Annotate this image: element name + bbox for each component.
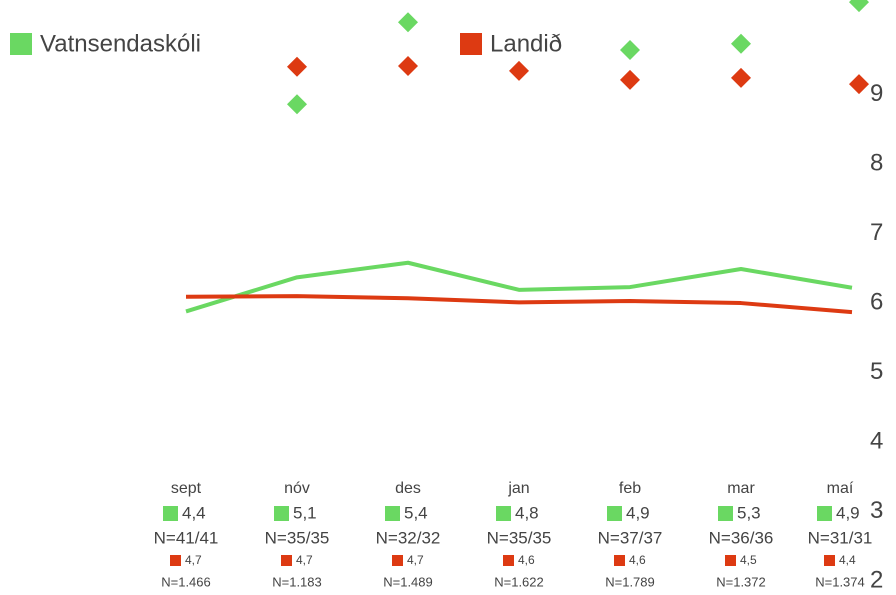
national-value: 4,5 [740,553,757,567]
y-tick-label: 6 [870,288,883,315]
national-swatch [725,555,736,566]
school-value: 5,1 [293,503,317,522]
national-swatch [392,555,403,566]
category-label: nóv [284,480,310,497]
school-swatch [817,506,832,521]
school-swatch [607,506,622,521]
y-tick-label: 8 [870,149,883,176]
school-swatch [274,506,289,521]
national-n: N=1.374 [815,574,865,589]
category-label: des [395,480,421,497]
national-value: 4,7 [296,553,313,567]
diamond-marker [287,56,307,77]
school-n: N=32/32 [376,528,441,547]
school-n: N=41/41 [154,528,219,547]
diamond-marker [398,56,418,77]
diamond-marker [620,40,640,61]
y-tick-label: 7 [870,219,883,246]
diamond-marker [287,94,307,115]
category-label: feb [619,480,641,497]
national-value: 4,7 [407,553,424,567]
y-tick-label: 2 [870,566,883,593]
legend-swatch [10,33,32,55]
diamond-marker [731,67,751,88]
category-label: maí [827,480,854,497]
school-n: N=35/35 [487,528,552,547]
national-value: 4,6 [518,553,535,567]
y-tick-label: 9 [870,80,883,107]
school-value: 4,9 [836,503,860,522]
national-n: N=1.183 [272,574,322,589]
category-label: mar [727,480,755,497]
school-swatch [163,506,178,521]
school-n: N=37/37 [598,528,663,547]
diamond-marker [620,69,640,90]
series-line [185,294,853,315]
y-tick-label: 3 [870,497,883,524]
diamond-marker [398,12,418,33]
diamond-marker [849,0,869,13]
diamond-marker [849,74,869,95]
national-swatch [503,555,514,566]
school-n: N=35/35 [265,528,330,547]
national-value: 4,6 [629,553,646,567]
category-label: sept [171,480,202,497]
diamond-marker [731,33,751,54]
diamond-marker [509,60,529,81]
school-value: 4,4 [182,503,206,522]
legend-label: Landið [490,30,562,57]
school-swatch [718,506,733,521]
national-n: N=1.622 [494,574,544,589]
category-label: jan [507,480,529,497]
national-swatch [281,555,292,566]
legend-label: Vatnsendaskóli [40,30,201,57]
national-n: N=1.372 [716,574,766,589]
school-value: 5,3 [737,503,761,522]
y-tick-label: 4 [870,427,883,454]
y-tick-label: 5 [870,358,883,385]
school-n: N=31/31 [808,528,873,547]
series-line [185,260,853,314]
school-swatch [385,506,400,521]
school-value: 5,4 [404,503,428,522]
school-swatch [496,506,511,521]
school-n: N=36/36 [709,528,774,547]
national-n: N=1.789 [605,574,655,589]
national-swatch [170,555,181,566]
national-n: N=1.489 [383,574,433,589]
school-value: 4,9 [626,503,650,522]
national-value: 4,7 [185,553,202,567]
national-value: 4,4 [839,553,856,567]
legend-swatch [460,33,482,55]
national-swatch [614,555,625,566]
national-swatch [824,555,835,566]
school-value: 4,8 [515,503,539,522]
national-n: N=1.466 [161,574,211,589]
